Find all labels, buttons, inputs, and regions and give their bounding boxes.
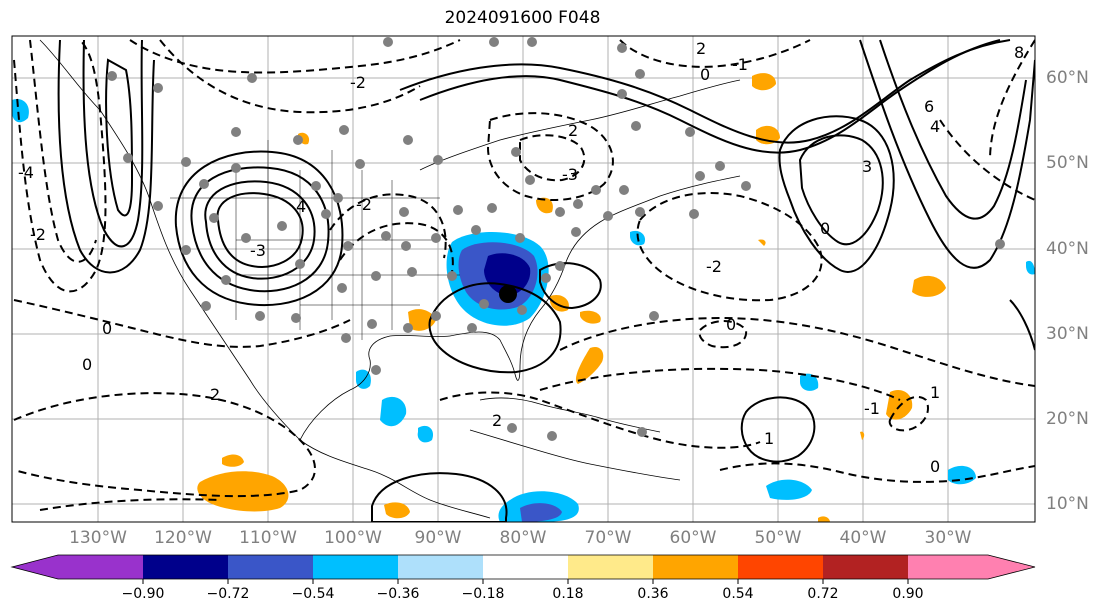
contour-label: 0 [930, 457, 940, 476]
lon-label: 90°W [414, 528, 462, 548]
contour-label: -2 [706, 257, 722, 276]
contour-label: 0 [102, 319, 112, 338]
contour-label: 2 [210, 385, 220, 404]
contour-label: 2 [696, 39, 706, 58]
colorbar-bin [313, 555, 398, 579]
colorbar-tick-label: 0.90 [892, 586, 924, 602]
lon-label: 40°W [839, 528, 887, 548]
colorbar-tick-label: −0.90 [121, 586, 165, 602]
colorbar-bin [653, 555, 738, 579]
lon-label: 100°W [324, 528, 382, 548]
colorbar-bin [143, 555, 228, 579]
contour-label: 0 [82, 355, 92, 374]
contour-label: -1 [864, 399, 880, 418]
lon-label: 70°W [584, 528, 632, 548]
lon-label: 110°W [239, 528, 297, 548]
lat-label: 60°N [1046, 68, 1089, 88]
coastlines [39, 39, 741, 519]
lon-label: 120°W [154, 528, 212, 548]
lon-label: 80°W [499, 528, 547, 548]
contour-label: 6 [924, 97, 934, 116]
colorbar-bin [58, 555, 143, 579]
station-dots [107, 37, 1005, 441]
lon-label: 50°W [754, 528, 802, 548]
lat-label: 30°N [1046, 324, 1089, 344]
colorbar-bin [823, 555, 908, 579]
contour-labels: 2 -1 0 8 6 4 3 -2 -3 -4 4 -2 -3 2 0 -2 0… [18, 39, 1024, 476]
contour-label: -4 [18, 163, 34, 182]
lon-label: 130°W [69, 528, 127, 548]
colorbar-tick-label: −0.54 [291, 586, 335, 602]
colorbar-tick-label: 0.72 [807, 586, 839, 602]
colorbar-tick-label: 0.54 [722, 586, 754, 602]
colorbar-tick-label: −0.36 [376, 586, 420, 602]
colorbar-tick-label: 0.18 [552, 586, 584, 602]
map-title: 2024091600 F048 [444, 8, 601, 28]
lat-label: 50°N [1046, 153, 1089, 173]
storm-center-marker [499, 285, 517, 303]
contour-label: -3 [562, 165, 578, 184]
contour-label: 3 [862, 157, 872, 176]
lon-label: 60°W [669, 528, 717, 548]
colorbar-tick-label: −0.72 [206, 586, 250, 602]
colorbar-bin [908, 555, 988, 579]
lat-label: 10°N [1046, 494, 1089, 514]
lat-label: 20°N [1046, 409, 1089, 429]
contour-label: 1 [930, 383, 940, 402]
contour-label: -1 [732, 55, 748, 74]
contour-label: 4 [296, 197, 306, 216]
contour-label: 2 [492, 411, 502, 430]
map-border [11, 35, 1036, 523]
dashed-contours [13, 39, 1035, 511]
contour-label: 0 [700, 65, 710, 84]
contour-label: -2 [30, 225, 46, 244]
contour-label: 0 [726, 315, 736, 334]
contour-label: 8 [1014, 43, 1024, 62]
contour-label: 2 [568, 121, 578, 140]
contour-label: 0 [820, 219, 830, 238]
colorbar-bin [398, 555, 483, 579]
contour-label: -2 [356, 195, 372, 214]
colorbar-tick-label: −0.18 [461, 586, 505, 602]
state-borders [170, 140, 460, 340]
lon-label: 30°W [924, 528, 972, 548]
colorbar-extend-high [988, 555, 1035, 579]
contour-label: -2 [350, 73, 366, 92]
colorbar [10, 554, 1036, 584]
shaded-anomalies [12, 73, 1035, 522]
contour-label: 4 [930, 117, 940, 136]
colorbar-extend-low [12, 555, 58, 579]
colorbar-bin [228, 555, 313, 579]
colorbar-bin [568, 555, 653, 579]
colorbar-tick-label: 0.36 [637, 586, 669, 602]
lat-label: 40°N [1046, 239, 1089, 259]
contour-label: -3 [250, 241, 266, 260]
contour-label: 1 [764, 429, 774, 448]
colorbar-bin [738, 555, 823, 579]
colorbar-bin [483, 555, 568, 579]
